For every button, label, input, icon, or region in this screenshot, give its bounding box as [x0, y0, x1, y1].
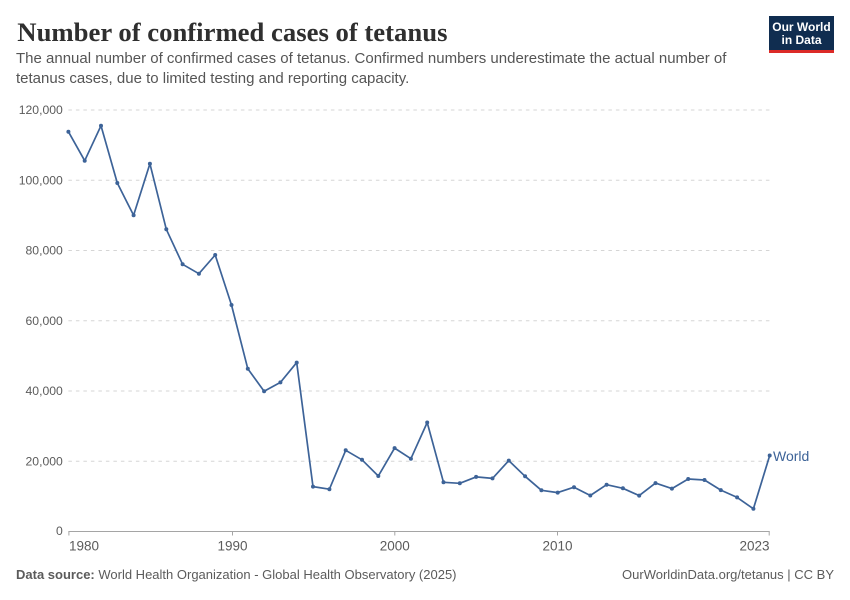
svg-text:40,000: 40,000 [26, 384, 63, 398]
svg-text:120,000: 120,000 [19, 103, 63, 117]
svg-text:0: 0 [56, 524, 63, 538]
svg-text:60,000: 60,000 [26, 314, 63, 328]
svg-text:1990: 1990 [217, 539, 247, 554]
svg-text:World: World [773, 448, 809, 464]
svg-text:20,000: 20,000 [26, 454, 63, 468]
svg-text:100,000: 100,000 [19, 173, 63, 187]
svg-text:2023: 2023 [739, 539, 769, 554]
svg-text:2000: 2000 [380, 539, 410, 554]
svg-text:80,000: 80,000 [26, 244, 63, 258]
svg-text:2010: 2010 [542, 539, 572, 554]
svg-text:1980: 1980 [69, 539, 99, 554]
